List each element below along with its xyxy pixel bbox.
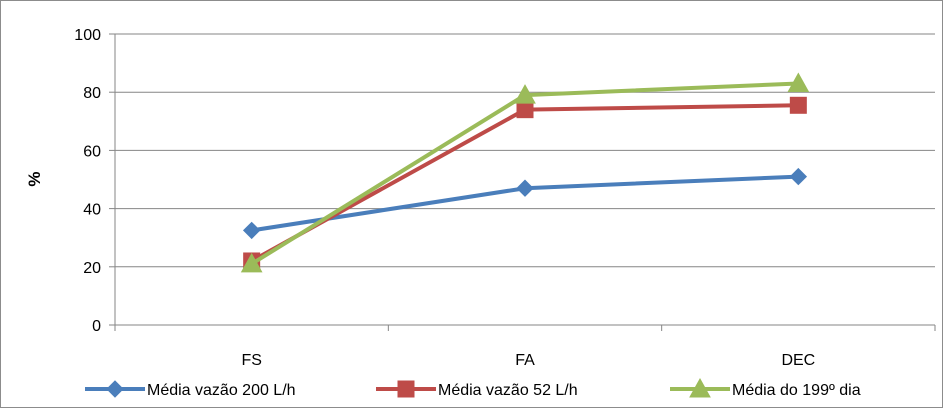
legend-item: Média do 199º dia	[670, 377, 861, 399]
y-tick-label: 100	[74, 27, 101, 44]
series-3	[240, 72, 810, 273]
y-tick-labels: 0 20 40 60 80 100	[74, 27, 101, 335]
y-tick-label: 20	[83, 260, 101, 277]
data-point	[789, 96, 807, 114]
legend-item: Média vazão 52 L/h	[376, 380, 578, 399]
x-tick-label: FA	[515, 352, 535, 369]
y-tick-label: 60	[83, 143, 101, 160]
series-1	[242, 167, 808, 240]
x-tick-label: DEC	[781, 352, 815, 369]
axes	[114, 34, 935, 326]
legend-marker	[397, 380, 415, 398]
legend: Média vazão 200 L/h Média vazão 52 L/h Méd…	[85, 377, 861, 399]
data-point	[514, 84, 536, 104]
data-point	[516, 101, 534, 119]
data-point	[787, 72, 810, 92]
data-point	[789, 167, 808, 186]
legend-label: Média vazão 52 L/h	[438, 382, 578, 399]
y-tick-label: 40	[83, 202, 101, 219]
legend-item: Média vazão 200 L/h	[85, 380, 296, 399]
legend-label: Média do 199º dia	[732, 382, 861, 399]
y-axis-title: %	[25, 171, 44, 186]
legend-marker	[689, 377, 711, 398]
legend-marker	[106, 380, 124, 398]
x-tick-label: FS	[241, 352, 261, 369]
data-point	[242, 221, 261, 240]
data-point	[240, 252, 263, 273]
y-tick-label: 80	[83, 85, 101, 102]
data-point	[516, 179, 534, 197]
y-tick-label: 0	[92, 318, 101, 335]
gridlines	[109, 33, 936, 331]
series-lines	[240, 72, 810, 273]
legend-label: Média vazão 200 L/h	[147, 382, 296, 399]
x-tick-labels: FS FA DEC	[241, 352, 815, 369]
